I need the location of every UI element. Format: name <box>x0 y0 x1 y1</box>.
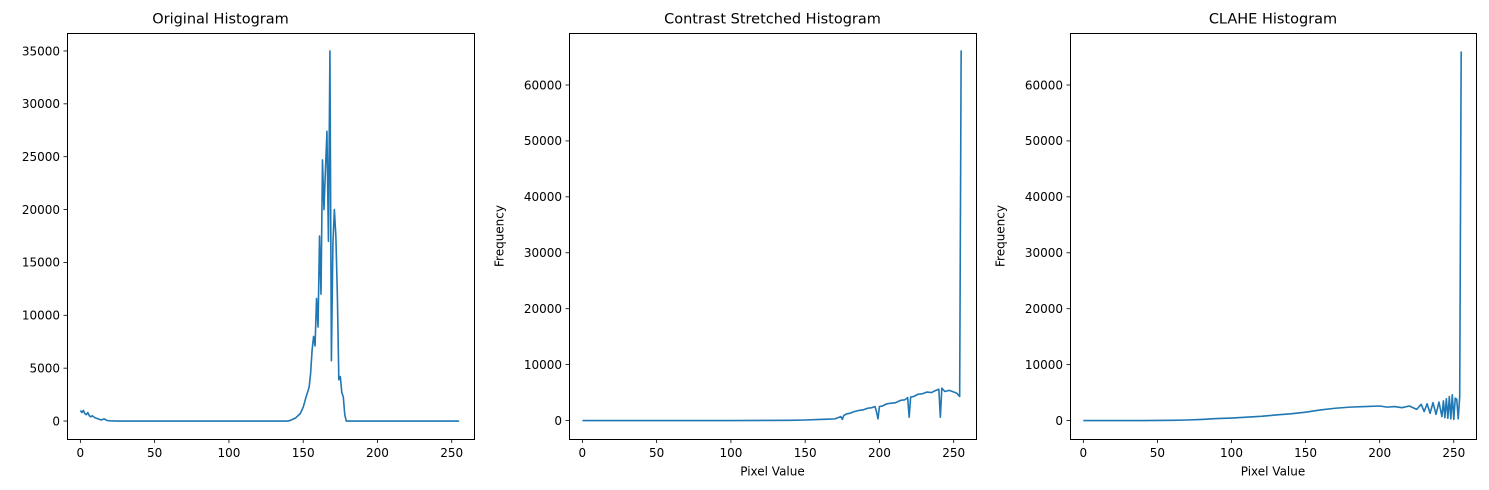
y-tick-label: 0 <box>554 414 562 428</box>
x-tick-label: 250 <box>440 446 463 460</box>
x-tick-label: 50 <box>649 446 664 460</box>
y-tick-label: 20000 <box>22 203 60 217</box>
x-tick-label: 50 <box>1150 446 1165 460</box>
panel-contrast-stretched-histogram: Contrast Stretched Histogram Pixel Value… <box>493 12 977 479</box>
x-tick-label: 250 <box>1442 446 1465 460</box>
plot-frame <box>1070 33 1477 440</box>
series-line <box>79 50 460 422</box>
x-tick-label: 150 <box>292 446 315 460</box>
y-tick-label: 15000 <box>22 256 60 270</box>
x-tick-label: 200 <box>1368 446 1391 460</box>
x-tick-label: 200 <box>366 446 389 460</box>
y-axis-title: Frequency <box>493 205 507 267</box>
x-tick-label: 250 <box>942 446 965 460</box>
x-tick-label: 0 <box>579 446 587 460</box>
x-tick-label: 200 <box>868 446 891 460</box>
x-tick-label: 50 <box>147 446 162 460</box>
y-tick-label: 20000 <box>1025 302 1063 316</box>
y-tick-label: 30000 <box>524 246 562 260</box>
chart-title: CLAHE Histogram <box>1209 12 1337 28</box>
y-tick-label: 20000 <box>524 302 562 316</box>
x-axis-title: Pixel Value <box>740 465 805 479</box>
x-tick-label: 0 <box>1080 446 1088 460</box>
y-tick-label: 0 <box>1055 414 1063 428</box>
x-tick-label: 150 <box>794 446 817 460</box>
y-tick-label: 40000 <box>1025 190 1063 204</box>
y-tick-label: 35000 <box>22 44 60 58</box>
y-tick-label: 10000 <box>22 309 60 323</box>
y-tick-label: 0 <box>52 414 60 428</box>
y-tick-label: 60000 <box>1025 78 1063 92</box>
y-tick-label: 30000 <box>1025 246 1063 260</box>
y-tick-label: 50000 <box>1025 134 1063 148</box>
plot-frame <box>67 33 475 440</box>
panel-clahe-histogram: CLAHE Histogram Pixel Value Frequency 0 5… <box>994 12 1477 479</box>
y-tick-label: 50000 <box>524 134 562 148</box>
x-tick-label: 100 <box>1220 446 1243 460</box>
y-tick-label: 5000 <box>29 361 60 375</box>
y-tick-label: 25000 <box>22 150 60 164</box>
y-tick-label: 10000 <box>524 358 562 372</box>
y-tick-label: 40000 <box>524 190 562 204</box>
x-tick-label: 0 <box>77 446 85 460</box>
y-tick-label: 60000 <box>524 78 562 92</box>
x-tick-label: 150 <box>1294 446 1317 460</box>
x-tick-label: 100 <box>719 446 742 460</box>
chart-title: Original Histogram <box>152 12 289 28</box>
y-tick-label: 30000 <box>22 97 60 111</box>
panel-original-histogram: Original Histogram 0 50 100 150 200 250 0 5000 1… <box>22 12 475 460</box>
chart-title: Contrast Stretched Histogram <box>664 12 881 28</box>
series-line <box>582 50 962 422</box>
series-line <box>1083 51 1462 422</box>
y-tick-label: 10000 <box>1025 358 1063 372</box>
x-axis-title: Pixel Value <box>1241 465 1306 479</box>
plot-frame <box>569 33 977 440</box>
y-axis-title: Frequency <box>994 205 1008 267</box>
x-tick-label: 100 <box>217 446 240 460</box>
